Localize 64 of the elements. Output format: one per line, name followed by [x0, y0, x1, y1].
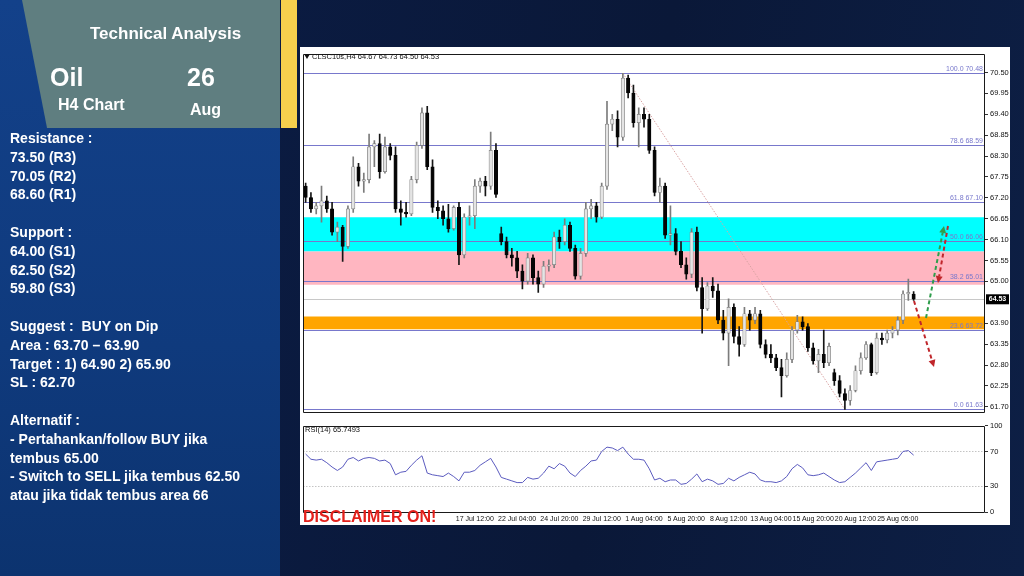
candlestick [377, 133, 382, 179]
text: Oil [50, 63, 84, 92]
candlestick [525, 252, 530, 285]
candlestick [832, 368, 837, 386]
text: Aug [190, 100, 222, 120]
candlestick [879, 332, 884, 345]
candlestick [589, 199, 594, 220]
candlestick [319, 185, 324, 223]
candlestick [467, 205, 472, 226]
candlestick [393, 146, 398, 213]
candlestick [869, 342, 874, 376]
text: Alternatif : - Pertahankan/follow BUY jika tembus 65.00 - Switch to SELL jika tembus 62.50 atau jika tidak tembus area 66 [10, 410, 242, 505]
candlestick [853, 365, 858, 393]
candlestick [906, 278, 911, 301]
candlestick [520, 264, 525, 290]
candlestick [742, 306, 747, 347]
text: Technical Analysis [90, 24, 242, 44]
candlestick [795, 314, 800, 334]
candlestick [483, 175, 488, 197]
candlestick [541, 260, 546, 288]
candlestick [689, 228, 694, 278]
text: H4 Chart [58, 95, 125, 115]
candlestick [414, 141, 419, 184]
candlestick [335, 221, 340, 242]
candlestick [779, 358, 784, 398]
candlestick [504, 236, 509, 259]
candlestick [546, 259, 551, 272]
candlestick [451, 205, 456, 231]
candlestick [890, 326, 895, 339]
candlestick [361, 172, 366, 193]
candlestick [314, 202, 319, 215]
candlestick [726, 298, 731, 367]
candlestick [398, 200, 403, 226]
candlestick [874, 332, 879, 375]
annotation: DISCLAIMER ON! [303, 508, 437, 526]
candlestick [636, 107, 641, 148]
candlestick [652, 146, 657, 197]
text: Suggest : BUY on Dip Area : 63.70 – 63.90 Target : 1) 64.90 2) 65.90 SL : 62.70 [10, 316, 172, 393]
candlestick [631, 84, 636, 128]
candlestick [340, 224, 345, 262]
candlestick [446, 203, 451, 233]
candlestick [705, 282, 710, 311]
candlestick [911, 291, 916, 301]
candlestick [710, 277, 715, 298]
candlestick [821, 329, 826, 368]
candlestick [615, 110, 620, 148]
text: Support : 64.00 (S1) 62.50 (S2) 59.80 (S3) [10, 223, 77, 299]
candlestick [509, 248, 514, 267]
candlestick [594, 202, 599, 223]
candlestick [430, 159, 435, 213]
candlestick [356, 162, 361, 187]
candlestick [763, 339, 768, 359]
candlestick [372, 140, 377, 168]
candlestick [816, 349, 821, 373]
candlestick [488, 131, 493, 190]
candlestick [409, 175, 414, 217]
candlestick [668, 205, 673, 246]
text: 26 [187, 63, 215, 92]
candlestick [557, 229, 562, 249]
candlestick [578, 248, 583, 280]
candlestick [837, 375, 842, 398]
candlestick [800, 316, 805, 331]
candlestick [758, 309, 763, 349]
text: Resistance : 73.50 (R3) 70.05 (R2) 68.60 (R1) [10, 129, 94, 205]
